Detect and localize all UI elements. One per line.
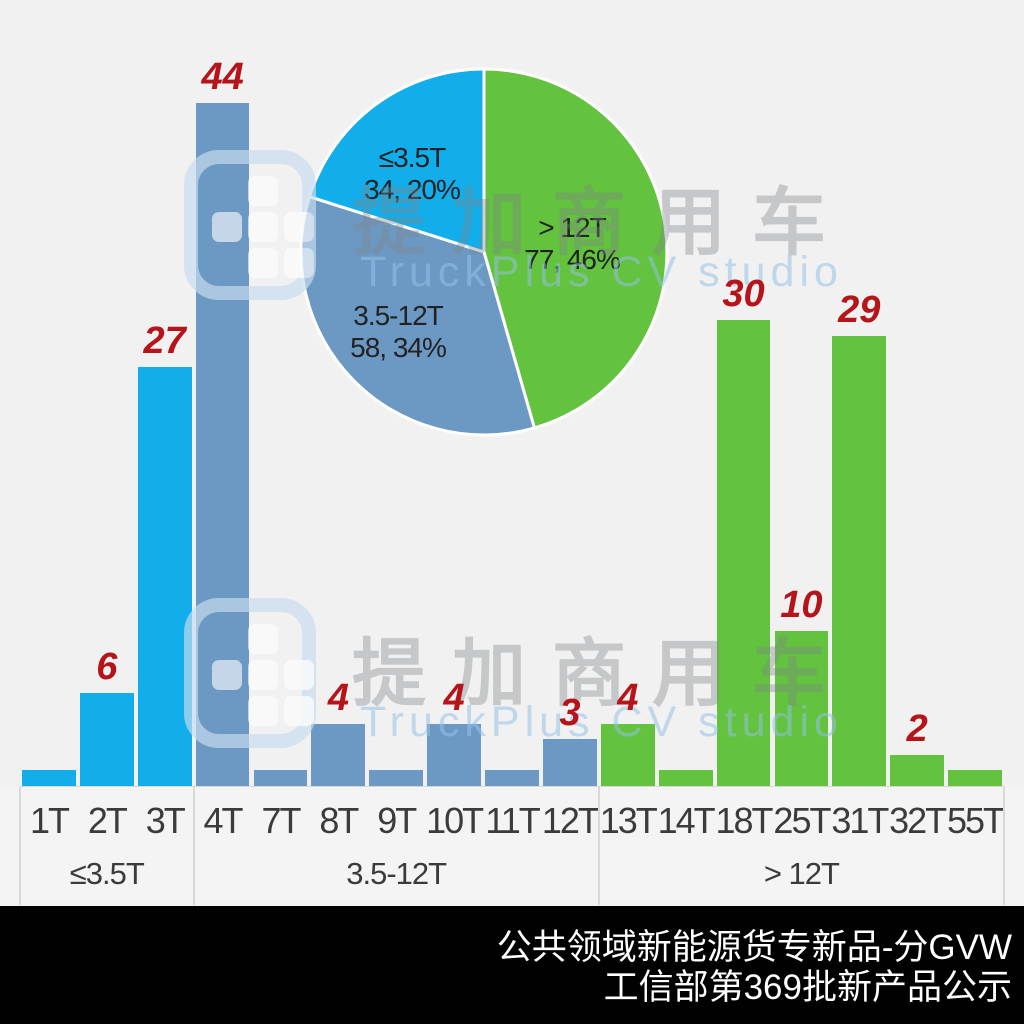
bar-31T — [832, 336, 887, 786]
axis-label-4T: 4T — [203, 800, 244, 841]
axis-label-14T: 14T — [657, 800, 716, 841]
bar-13T — [600, 724, 655, 786]
bar-55T — [948, 770, 1002, 786]
axis-label-8T: 8T — [319, 800, 359, 841]
axis-label-25T: 25T — [773, 800, 831, 841]
bar-7T — [253, 770, 308, 786]
bar-8T — [311, 724, 366, 786]
bar-2T — [79, 693, 134, 786]
axis-label-11T: 11T — [485, 800, 540, 841]
axis-label-9T: 9T — [377, 800, 417, 841]
bar-14T — [658, 770, 713, 786]
bar-value-10T: 4 — [443, 677, 465, 719]
bar-11T — [485, 770, 539, 786]
pie-slice-label-1: 3.5-12T 58, 34% — [350, 300, 447, 363]
bar-9T — [369, 770, 424, 786]
group-label-0: ≤3.5T — [69, 856, 145, 891]
footer-line-1: 公共领域新能源货专新品-分GVW — [496, 928, 1012, 967]
bar-value-3T: 27 — [143, 320, 186, 362]
bar-value-8T: 4 — [327, 677, 349, 719]
x-axis-line — [20, 786, 1005, 787]
axis-label-32T: 32T — [889, 800, 947, 841]
x-axis-band — [0, 787, 1024, 906]
pie-slice-2 — [308, 67, 486, 254]
bar-value-2T: 6 — [96, 646, 118, 688]
bar-value-32T: 2 — [906, 708, 928, 750]
axis-label-13T: 13T — [599, 800, 658, 841]
axis-label-10T: 10T — [426, 800, 484, 841]
bar-10T — [427, 724, 482, 786]
bar-18T — [716, 320, 771, 786]
bar-12T — [542, 739, 597, 786]
bar-1T — [22, 770, 76, 786]
bar-value-13T: 4 — [617, 677, 639, 719]
axis-divider — [192, 787, 195, 905]
bar-value-25T: 10 — [780, 584, 823, 626]
bar-value-12T: 3 — [559, 692, 581, 734]
axis-label-2T: 2T — [87, 800, 128, 841]
group-label-2: > 12T — [763, 856, 840, 891]
axis-divider — [1003, 787, 1005, 905]
axis-divider — [597, 787, 600, 905]
bar-value-31T: 29 — [838, 289, 881, 331]
axis-label-3T: 3T — [145, 800, 186, 841]
bar-32T — [890, 755, 945, 786]
pie-slice-0 — [482, 67, 669, 430]
pie-slice-label-2: ≤3.5T 34, 20% — [364, 142, 461, 205]
pie-slice-label-0: > 12T 77, 46% — [524, 212, 621, 275]
axis-label-1T: 1T — [29, 800, 70, 841]
axis-divider — [19, 787, 21, 905]
group-label-1: 3.5-12T — [346, 856, 447, 891]
bar-value-18T: 30 — [722, 273, 765, 315]
axis-label-12T: 12T — [541, 800, 600, 841]
bar-25T — [774, 631, 829, 786]
axis-label-31T: 31T — [831, 800, 889, 841]
bar-value-4T: 44 — [201, 56, 244, 98]
bar-3T — [137, 367, 192, 786]
axis-label-55T: 55T — [947, 800, 1005, 841]
footer-line-2: 工信部第369批新产品公示 — [603, 968, 1012, 1007]
axis-label-7T: 7T — [261, 800, 301, 841]
footer-caption: 公共领域新能源货专新品-分GVW 工信部第369批新产品公示 — [0, 906, 1024, 1024]
axis-label-18T: 18T — [715, 800, 774, 841]
